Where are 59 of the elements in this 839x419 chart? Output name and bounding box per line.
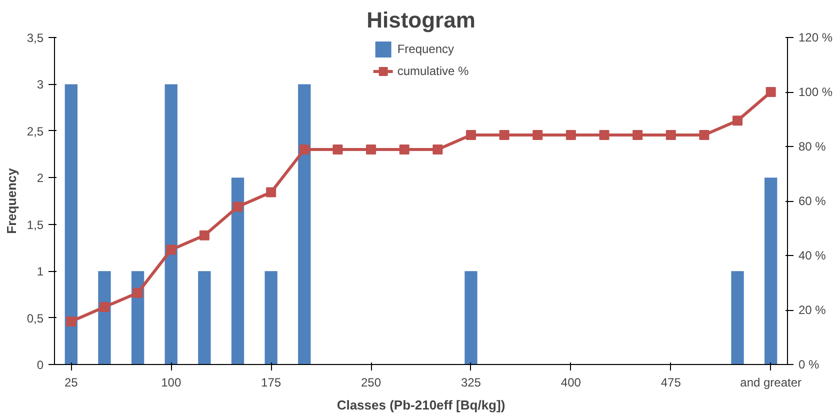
point [366, 144, 376, 154]
point [599, 130, 610, 140]
y-tick-label: 1 [36, 264, 44, 279]
x-tick-label: 325 [460, 376, 482, 390]
point [299, 144, 310, 154]
point [699, 130, 710, 140]
legend-label: Frequency [397, 42, 454, 56]
bar [731, 271, 744, 364]
point [766, 87, 776, 97]
bar [64, 84, 78, 364]
y-tick-label: 0 [36, 358, 44, 372]
bar [231, 178, 244, 364]
y2-tick-label: 0 % [798, 358, 820, 372]
point [732, 116, 743, 126]
x-tick-label: 400 [560, 376, 582, 390]
point [399, 144, 410, 154]
bar [298, 84, 311, 364]
point [232, 202, 243, 212]
y2-tick-label: 120 % [798, 30, 833, 44]
point [532, 130, 543, 140]
point [166, 244, 176, 255]
x-tick-label: 475 [660, 376, 682, 390]
point [66, 316, 76, 326]
point [99, 302, 110, 312]
y2-tick-label: 20 % [798, 303, 826, 317]
bar [198, 271, 211, 364]
point [566, 130, 576, 140]
point [266, 187, 276, 198]
chart-title: Histogram [366, 8, 476, 32]
y2-tick-label: 80 % [798, 140, 826, 154]
y-tick-label: 3 [36, 78, 44, 92]
point [499, 130, 510, 140]
x-axis-title: Classes (Pb-210eff [Bq/kg]) [336, 398, 506, 412]
y2-tick-label: 60 % [798, 194, 826, 208]
x-tick-label: 25 [64, 376, 78, 390]
x-tick-label: 250 [361, 376, 382, 390]
x-tick-label: 175 [261, 376, 282, 390]
y2-tick-label: 100 % [798, 85, 833, 99]
point [632, 130, 643, 140]
bar [464, 271, 478, 364]
point [332, 144, 343, 154]
point [199, 230, 210, 240]
y-tick-label: 3,5 [26, 31, 44, 45]
y-tick-label: 2,5 [26, 124, 44, 138]
point [132, 288, 143, 298]
x-tick-label: 100 [161, 376, 182, 390]
bar [164, 84, 178, 364]
y-tick-label: 1,5 [26, 218, 44, 232]
point [432, 144, 443, 154]
bar [764, 178, 778, 364]
legend-label: cumulative % [397, 64, 469, 78]
y2-tick-label: 40 % [798, 248, 826, 262]
y-tick-label: 2 [36, 171, 44, 186]
point [466, 130, 476, 140]
y-axis-title: Frequency [4, 167, 19, 234]
bar [264, 271, 278, 364]
x-tick-label: and greater [740, 376, 802, 390]
point [666, 130, 676, 140]
y-tick-label: 0,5 [26, 311, 44, 326]
